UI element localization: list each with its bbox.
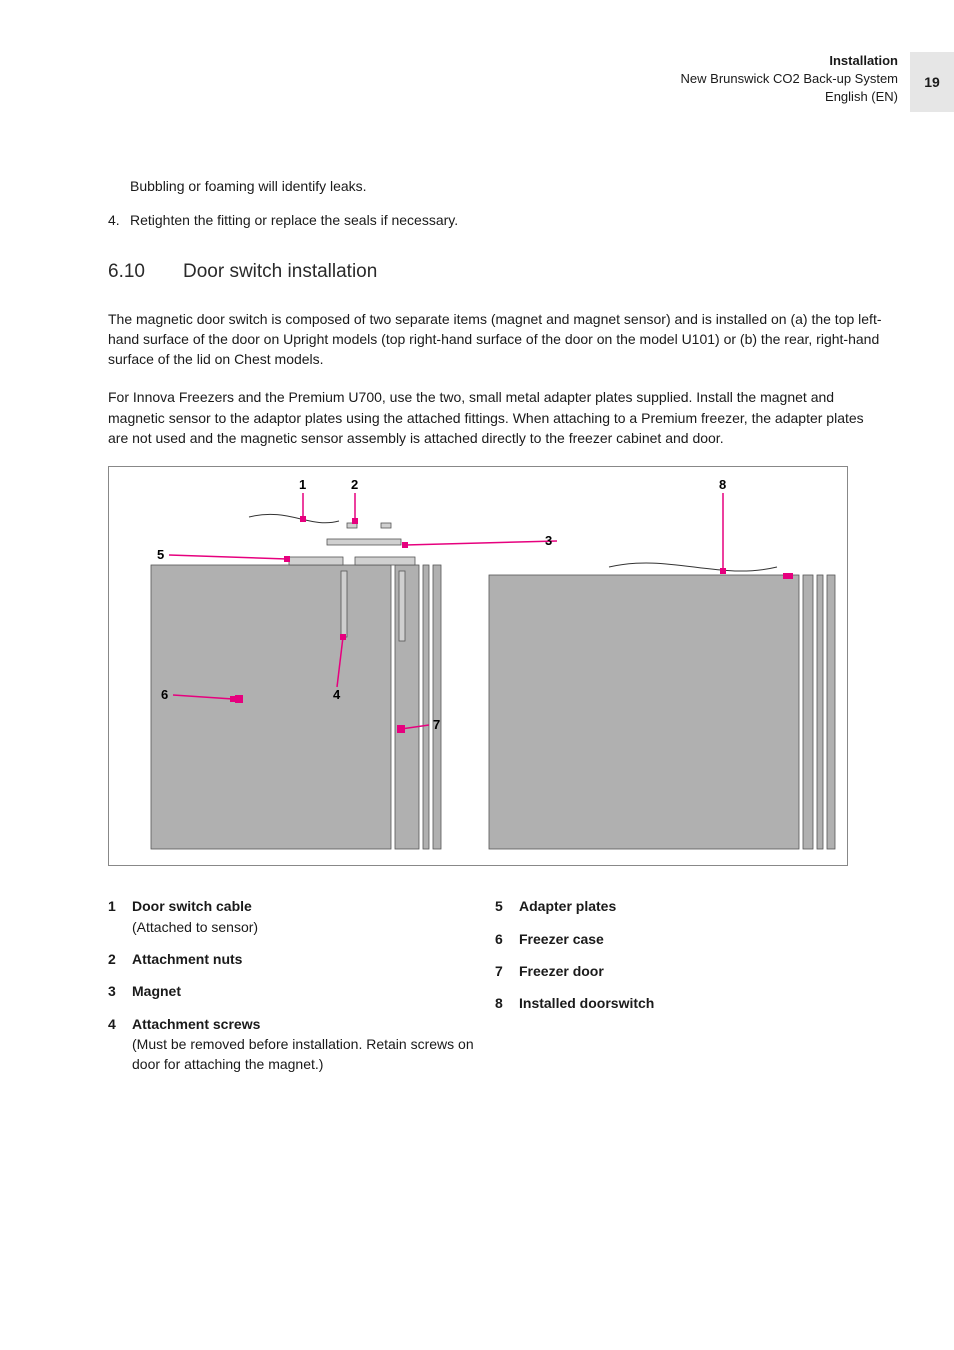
legend-item-number: 6 [495, 929, 519, 949]
intro-line: Bubbling or foaming will identify leaks. [130, 176, 882, 196]
header-lang: English (EN) [681, 88, 898, 106]
svg-text:4: 4 [333, 687, 341, 702]
section-heading: 6.10 Door switch installation [108, 261, 882, 283]
legend-item: 3Magnet [108, 981, 495, 1001]
step-4-number: 4. [108, 210, 130, 230]
legend-item-number: 3 [108, 981, 132, 1001]
section-number: 6.10 [108, 261, 183, 283]
header-section: Installation [681, 52, 898, 70]
legend-item-text: Attachment nuts [132, 949, 242, 969]
svg-text:2: 2 [351, 477, 358, 492]
legend-item-number: 2 [108, 949, 132, 969]
header-text: Installation New Brunswick CO2 Back-up S… [681, 52, 910, 107]
svg-text:7: 7 [433, 717, 440, 732]
svg-text:6: 6 [161, 687, 168, 702]
section-title: Door switch installation [183, 261, 377, 283]
legend-item-text: Installed doorswitch [519, 993, 654, 1013]
legend-item: 2Attachment nuts [108, 949, 495, 969]
svg-text:1: 1 [299, 477, 306, 492]
legend-item-number: 8 [495, 993, 519, 1013]
legend: 1Door switch cable(Attached to sensor)2A… [108, 896, 882, 1086]
section-paragraph-1: The magnetic door switch is composed of … [108, 309, 882, 370]
legend-column-left: 1Door switch cable(Attached to sensor)2A… [108, 896, 495, 1086]
legend-item-text: Adapter plates [519, 896, 616, 916]
legend-item-number: 1 [108, 896, 132, 937]
page-header: Installation New Brunswick CO2 Back-up S… [681, 52, 954, 112]
legend-item: 1Door switch cable(Attached to sensor) [108, 896, 495, 937]
legend-item: 6Freezer case [495, 929, 882, 949]
header-product: New Brunswick CO2 Back-up System [681, 70, 898, 88]
legend-item-number: 7 [495, 961, 519, 981]
diagram: 1 2 3 4 5 6 7 8 [108, 466, 848, 866]
legend-item-text: Magnet [132, 981, 181, 1001]
svg-text:8: 8 [719, 477, 726, 492]
legend-item: 8Installed doorswitch [495, 993, 882, 1013]
legend-item: 7Freezer door [495, 961, 882, 981]
page-body: Bubbling or foaming will identify leaks.… [0, 0, 954, 1126]
step-4-text: Retighten the fitting or replace the sea… [130, 210, 458, 230]
legend-item: 5Adapter plates [495, 896, 882, 916]
legend-item: 4Attachment screws(Must be removed befor… [108, 1014, 495, 1075]
svg-text:3: 3 [545, 533, 552, 548]
legend-item-text: Freezer case [519, 929, 604, 949]
legend-item-text: Door switch cable(Attached to sensor) [132, 896, 258, 937]
legend-item-number: 4 [108, 1014, 132, 1075]
legend-column-right: 5Adapter plates6Freezer case7Freezer doo… [495, 896, 882, 1086]
section-paragraph-2: For Innova Freezers and the Premium U700… [108, 387, 882, 448]
svg-text:5: 5 [157, 547, 164, 562]
legend-item-text: Attachment screws(Must be removed before… [132, 1014, 495, 1075]
legend-item-text: Freezer door [519, 961, 604, 981]
page-number: 19 [910, 52, 954, 112]
legend-item-number: 5 [495, 896, 519, 916]
step-4: 4. Retighten the fitting or replace the … [108, 210, 882, 230]
